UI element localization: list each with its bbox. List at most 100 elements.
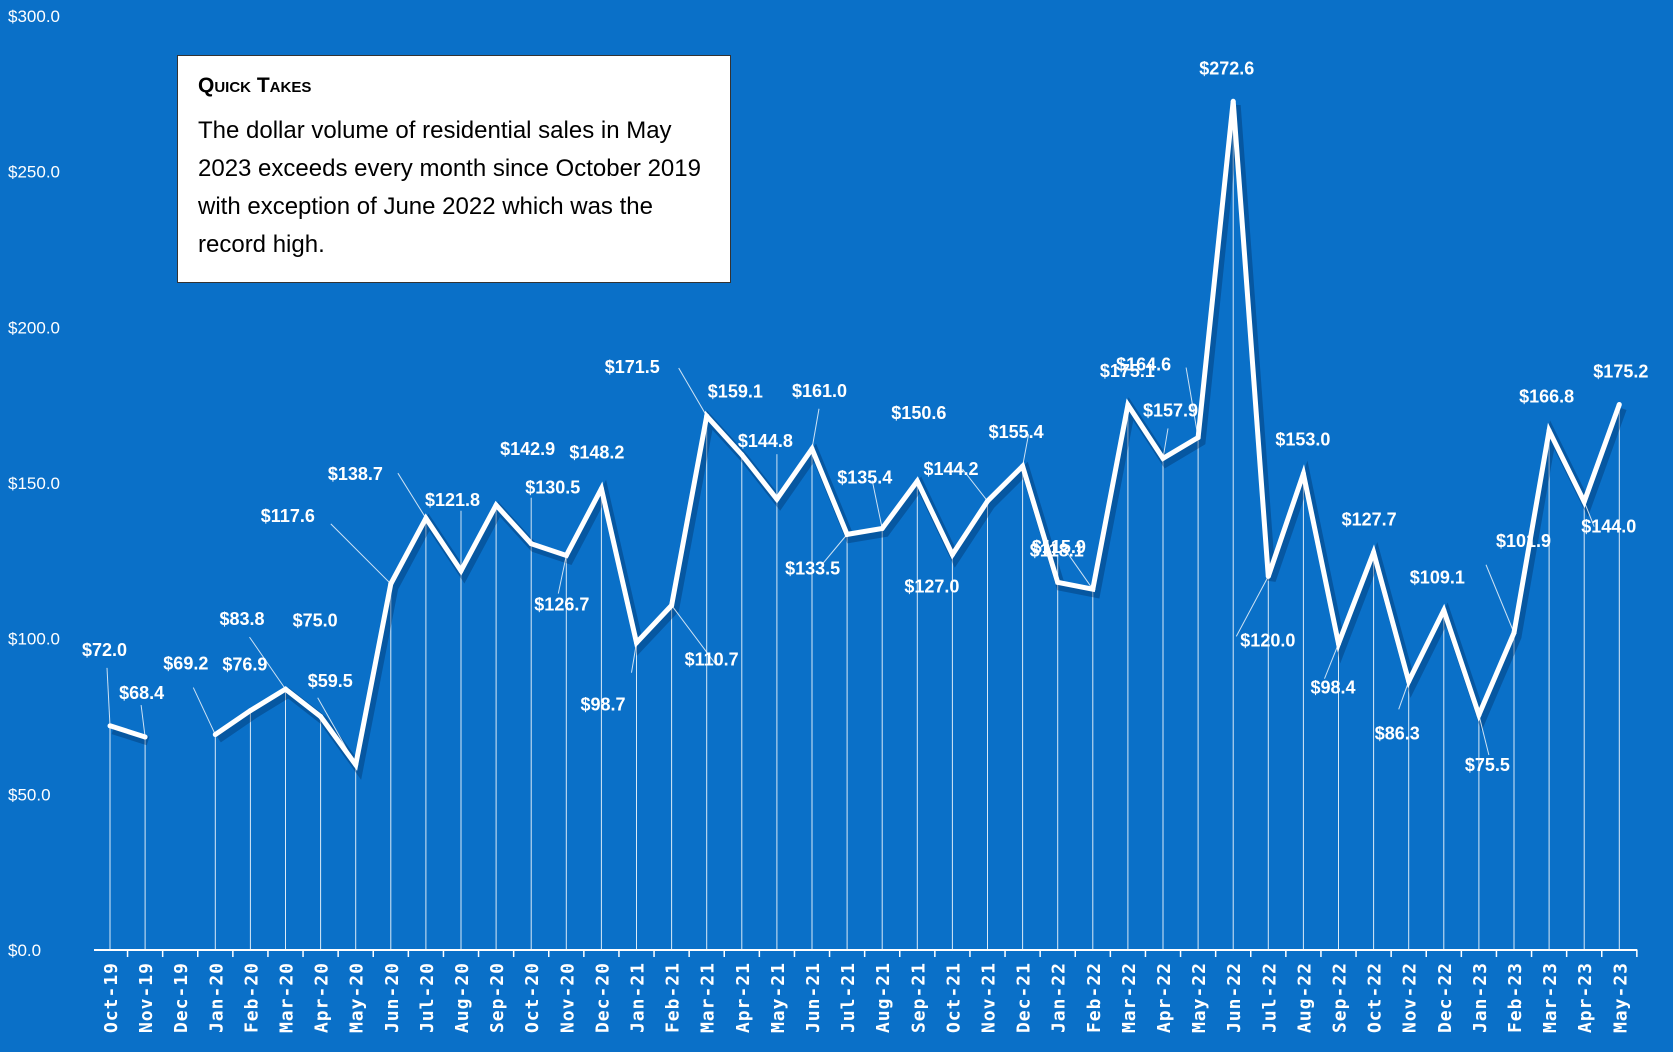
x-tick-label: Sep-22 xyxy=(1330,962,1351,1033)
data-label: $144.8 xyxy=(738,431,793,451)
x-tick-label: Jun-20 xyxy=(382,962,403,1033)
x-tick-label: Sep-20 xyxy=(487,962,508,1033)
y-tick-label: $150.0 xyxy=(8,474,60,493)
x-tick-label: Jul-20 xyxy=(417,962,438,1033)
data-label: $118.1 xyxy=(1030,540,1084,560)
x-tick-label: Dec-20 xyxy=(592,962,613,1033)
x-tick-label: May-23 xyxy=(1610,962,1631,1033)
data-label: $98.4 xyxy=(1311,678,1356,698)
data-label: $135.4 xyxy=(837,467,892,487)
data-point xyxy=(949,552,955,558)
x-tick-label: Dec-21 xyxy=(1014,962,1035,1033)
leader-line xyxy=(1398,681,1410,710)
x-tick-label: Oct-19 xyxy=(101,962,122,1033)
data-point xyxy=(1230,98,1236,104)
y-tick-label: $250.0 xyxy=(8,163,60,182)
x-tick-label: Feb-20 xyxy=(241,962,262,1033)
leader-line xyxy=(1185,367,1199,438)
leader-line xyxy=(557,555,567,594)
data-label: $120.0 xyxy=(1240,630,1295,650)
leader-line xyxy=(871,480,883,529)
data-label: $101.9 xyxy=(1496,531,1551,551)
x-tick-label: Apr-22 xyxy=(1154,962,1175,1033)
x-tick-label: Sep-21 xyxy=(908,962,929,1033)
data-label: $72.0 xyxy=(82,640,127,660)
x-tick-label: Oct-21 xyxy=(943,962,964,1033)
leader-line xyxy=(811,408,820,449)
y-tick-label: $50.0 xyxy=(8,785,51,804)
data-point xyxy=(739,452,745,458)
data-label: $76.9 xyxy=(222,655,267,675)
data-label: $121.8 xyxy=(425,490,480,510)
data-label: $68.4 xyxy=(119,683,164,703)
data-label: $157.9 xyxy=(1143,400,1198,420)
y-tick-label: $100.0 xyxy=(8,630,60,649)
data-label: $166.8 xyxy=(1519,387,1574,407)
leader-line xyxy=(106,667,111,726)
data-label: $75.5 xyxy=(1465,755,1510,775)
data-label: $148.2 xyxy=(569,443,624,463)
data-point xyxy=(1371,549,1377,555)
data-point xyxy=(598,486,604,492)
x-tick-label: Feb-23 xyxy=(1505,962,1526,1033)
leader-line xyxy=(962,468,988,502)
data-label: $75.0 xyxy=(293,611,338,631)
data-label: $159.1 xyxy=(708,382,763,402)
data-label: $171.5 xyxy=(605,357,660,377)
data-label: $69.2 xyxy=(163,654,208,674)
data-label: $86.3 xyxy=(1375,723,1420,743)
leader-line xyxy=(1324,643,1339,679)
leader-line xyxy=(821,534,848,565)
data-point xyxy=(1300,471,1306,477)
x-tick-label: Jul-22 xyxy=(1259,962,1280,1033)
leader-line xyxy=(671,605,717,666)
x-tick-label: Nov-22 xyxy=(1400,962,1421,1033)
data-label: $117.6 xyxy=(261,506,315,526)
data-label: $144.0 xyxy=(1581,517,1636,537)
x-tick-label: May-20 xyxy=(347,962,368,1033)
leader-line xyxy=(1485,564,1515,633)
data-label: $155.4 xyxy=(989,422,1044,442)
quick-takes-title: Quick Takes xyxy=(198,74,312,97)
x-tick-label: Aug-21 xyxy=(873,962,894,1033)
x-tick-label: Mar-23 xyxy=(1540,962,1561,1033)
quick-takes-body: The dollar volume of residential sales i… xyxy=(198,117,701,258)
data-label: $138.7 xyxy=(328,464,383,484)
data-label: $59.5 xyxy=(308,671,353,691)
x-tick-label: Dec-19 xyxy=(171,962,192,1033)
data-label: $175.2 xyxy=(1593,362,1648,382)
data-label: $83.8 xyxy=(220,609,265,629)
data-label: $272.6 xyxy=(1199,58,1254,78)
leader-line xyxy=(1583,501,1595,527)
y-tick-label: $200.0 xyxy=(8,318,60,337)
x-tick-label: Jun-21 xyxy=(803,962,824,1033)
x-tick-label: Jan-20 xyxy=(206,962,227,1033)
leader-line xyxy=(317,697,357,766)
data-label: $175.1 xyxy=(1100,361,1155,381)
leader-line xyxy=(397,472,427,519)
x-tick-label: Jun-22 xyxy=(1224,962,1245,1033)
data-point xyxy=(914,478,920,484)
leader-line xyxy=(192,687,216,735)
leader-line xyxy=(249,636,286,690)
leader-line xyxy=(330,523,392,585)
series-line-shadow xyxy=(111,725,150,746)
data-point xyxy=(493,502,499,508)
x-tick-label: Jan-21 xyxy=(628,962,649,1033)
data-label: $126.7 xyxy=(534,595,589,615)
data-label: $98.7 xyxy=(581,695,626,715)
data-point xyxy=(318,714,324,719)
data-label: $133.5 xyxy=(785,558,840,578)
data-point xyxy=(247,708,253,714)
leader-line xyxy=(1162,428,1169,459)
x-tick-label: Mar-22 xyxy=(1119,962,1140,1033)
x-tick-label: Dec-22 xyxy=(1435,962,1456,1033)
data-label: $110.7 xyxy=(685,649,739,669)
x-tick-label: Apr-23 xyxy=(1575,962,1596,1033)
data-point xyxy=(1125,402,1131,408)
data-label: $142.9 xyxy=(500,439,555,459)
leader-line xyxy=(678,367,708,417)
x-tick-label: Jan-23 xyxy=(1470,962,1491,1033)
leader-line xyxy=(140,704,146,738)
